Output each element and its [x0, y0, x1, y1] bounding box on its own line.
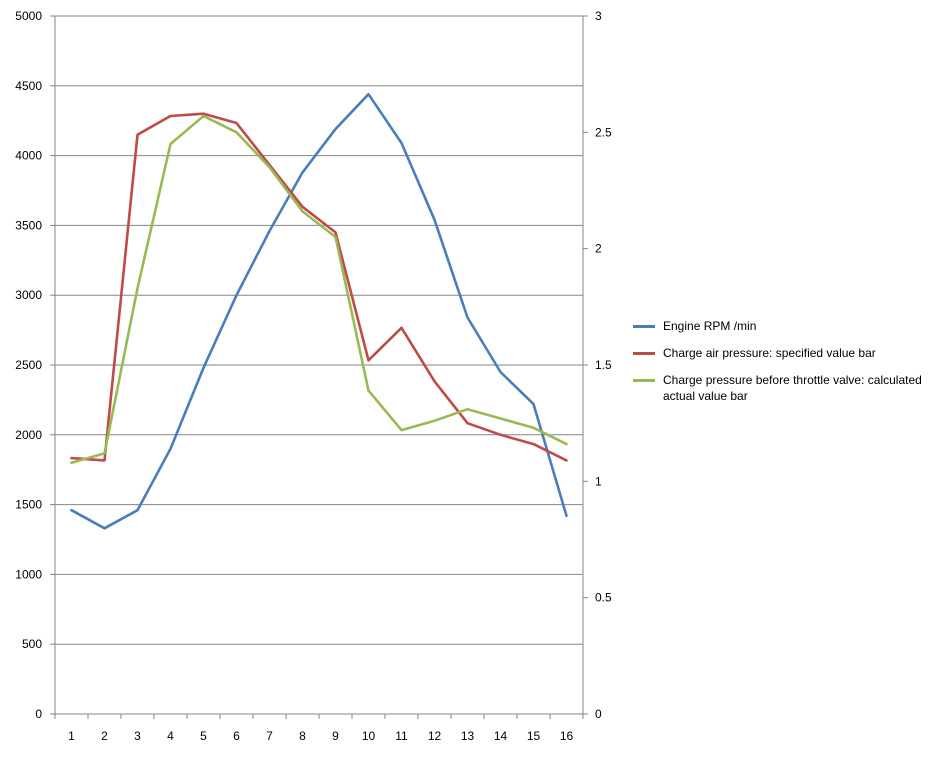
y-left-tick-label: 0 — [35, 707, 42, 721]
y-right-tick-label: 3 — [595, 9, 602, 23]
x-tick-label: 9 — [332, 729, 339, 743]
y-left-tick-label: 5000 — [15, 9, 42, 23]
legend-item-charge-air-pressure: Charge air pressure: specified value bar — [633, 345, 933, 361]
x-tick-label: 1 — [68, 729, 75, 743]
series-line-0 — [70, 92, 568, 530]
x-tick-label: 12 — [428, 729, 442, 743]
y-right-tick-label: 1 — [595, 474, 602, 488]
y-left-tick-label: 1500 — [15, 498, 42, 512]
legend-swatch-charge-pressure-throttle — [633, 379, 655, 382]
grid-lines — [55, 15, 583, 715]
axes: 0 500 1000 1500 2000 2500 3000 3500 4000 4500 5000… — [15, 9, 612, 743]
x-tick-label: 16 — [560, 729, 574, 743]
y-right-tick-label: 2 — [595, 242, 602, 256]
x-tick-label: 4 — [167, 729, 174, 743]
y-left-tick-label: 3500 — [15, 218, 42, 232]
x-tick-label: 6 — [233, 729, 240, 743]
x-tick-label: 13 — [461, 729, 475, 743]
series-line-2 — [70, 114, 568, 465]
x-tick-label: 7 — [266, 729, 273, 743]
x-tick-label: 5 — [200, 729, 207, 743]
legend-label: Charge pressure before throttle valve: c… — [663, 373, 922, 403]
legend: Engine RPM /min Charge air pressure: spe… — [633, 318, 933, 415]
x-tick-label: 3 — [134, 729, 141, 743]
legend-item-engine-rpm: Engine RPM /min — [633, 318, 933, 334]
legend-label: Engine RPM /min — [663, 319, 757, 333]
series-line-1 — [70, 112, 568, 462]
y-left-tick-label: 2500 — [15, 358, 42, 372]
y-right-tick-label: 0 — [595, 707, 602, 721]
x-tick-label: 10 — [362, 729, 376, 743]
x-tick-label: 15 — [527, 729, 541, 743]
legend-label: Charge air pressure: specified value bar — [663, 346, 876, 360]
y-left-tick-label: 4500 — [15, 79, 42, 93]
y-right-tick-label: 1.5 — [595, 358, 612, 372]
y-left-tick-label: 2000 — [15, 428, 42, 442]
y-left-tick-label: 500 — [22, 637, 42, 651]
legend-item-charge-pressure-throttle: Charge pressure before throttle valve: c… — [633, 372, 933, 404]
y-right-tick-label: 2.5 — [595, 125, 612, 139]
x-tick-label: 14 — [494, 729, 508, 743]
legend-swatch-charge-air-pressure — [633, 352, 655, 355]
y-right-tick-label: 0.5 — [595, 591, 612, 605]
x-tick-label: 2 — [101, 729, 108, 743]
y-left-tick-label: 4000 — [15, 149, 42, 163]
legend-swatch-engine-rpm — [633, 325, 655, 328]
y-left-tick-label: 3000 — [15, 288, 42, 302]
y-left-tick-label: 1000 — [15, 567, 42, 581]
x-tick-label: 11 — [395, 729, 408, 743]
series-lines — [70, 92, 568, 530]
x-tick-label: 8 — [299, 729, 306, 743]
